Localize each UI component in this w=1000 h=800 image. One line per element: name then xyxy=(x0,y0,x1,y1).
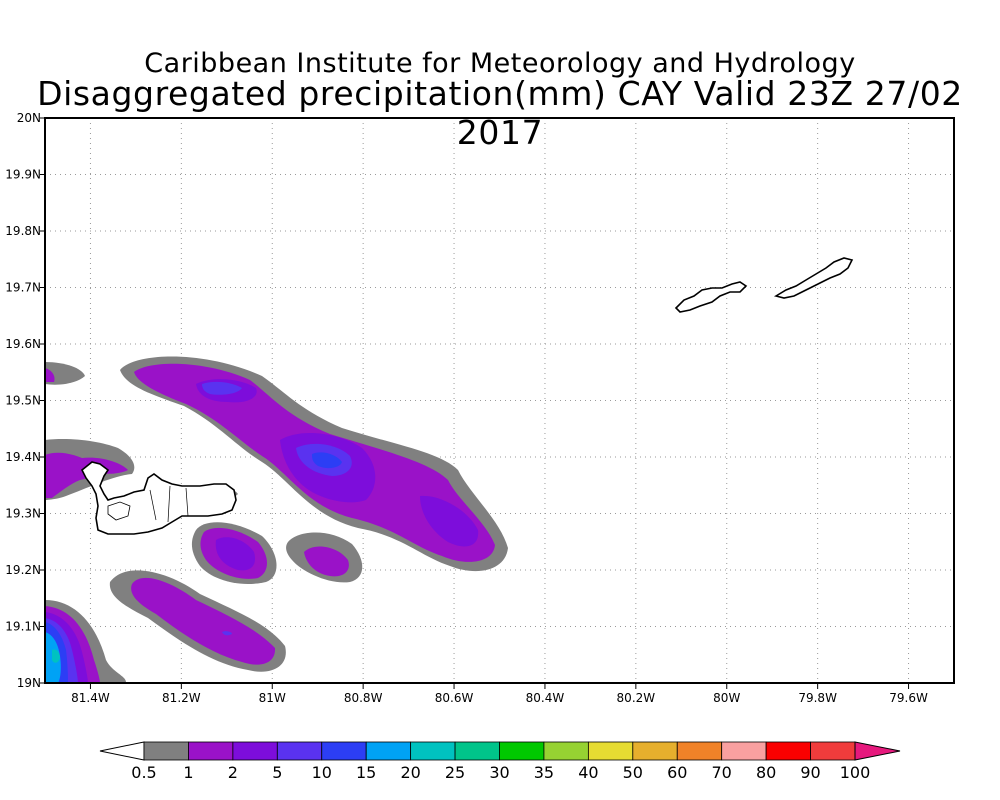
colorbar-label: 80 xyxy=(756,763,776,782)
lon-tick-label: 80.4W xyxy=(526,691,565,705)
lat-tick-label: 19.6N xyxy=(5,337,41,351)
colorbar-label: 35 xyxy=(534,763,554,782)
lat-tick-label: 19.9N xyxy=(5,168,41,182)
lat-tick-label: 19.3N xyxy=(5,507,41,521)
colorbar-label: 5 xyxy=(272,763,282,782)
lat-tick-label: 19.2N xyxy=(5,563,41,577)
lat-tick-label: 19N xyxy=(17,676,41,690)
colorbar-swatch xyxy=(276,741,323,761)
lat-tick-label: 19.1N xyxy=(5,620,41,634)
colorbar-over-arrow xyxy=(854,741,901,761)
colorbar-label: 2 xyxy=(228,763,238,782)
colorbar-swatch xyxy=(721,741,767,761)
colorbar-label: 30 xyxy=(489,763,509,782)
lon-tick-label: 81.2W xyxy=(162,691,201,705)
colorbar-swatch xyxy=(499,741,545,761)
colorbar-swatch xyxy=(410,741,456,761)
colorbar-under-arrow xyxy=(99,741,145,761)
precip-region-west-edge-core xyxy=(45,368,55,382)
colorbar-swatch xyxy=(587,741,634,761)
colorbar-label: 25 xyxy=(445,763,465,782)
colorbar-swatch xyxy=(321,741,367,761)
colorbar-label: 15 xyxy=(356,763,376,782)
lon-tick-label: 80.6W xyxy=(435,691,474,705)
lat-tick-label: 20N xyxy=(17,111,41,125)
colorbar-swatch xyxy=(143,741,189,761)
colorbar-swatch xyxy=(632,741,678,761)
lon-tick-label: 81W xyxy=(259,691,286,705)
colorbar-label: 20 xyxy=(400,763,420,782)
colorbar-swatch xyxy=(765,741,811,761)
precip-band-20 xyxy=(52,649,60,663)
colorbar: 0.5 1 2 5 10 15 20 25 30 35 40 50 60 70 80 90 100 xyxy=(99,741,901,782)
colorbar-label: 40 xyxy=(578,763,598,782)
colorbar-label: 50 xyxy=(623,763,643,782)
lat-tick-label: 19.7N xyxy=(5,281,41,295)
colorbar-label: 70 xyxy=(712,763,732,782)
lat-tick-label: 19.5N xyxy=(5,394,41,408)
grand-cayman-north-sound xyxy=(107,501,131,521)
colorbar-swatch xyxy=(676,741,723,761)
lat-tick-label: 19.4N xyxy=(5,450,41,464)
colorbar-label: 60 xyxy=(667,763,687,782)
lon-tick-label: 79.6W xyxy=(889,691,928,705)
grand-cayman-island xyxy=(80,461,237,535)
precip-region-south-center-core xyxy=(304,546,349,577)
colorbar-label: 0.5 xyxy=(131,763,156,782)
colorbar-swatch xyxy=(454,741,500,761)
lat-tick-label: 19.8N xyxy=(5,224,41,238)
colorbar-label: 10 xyxy=(312,763,332,782)
colorbar-label: 1 xyxy=(183,763,193,782)
precip-region-east-band-inner xyxy=(420,495,479,547)
colorbar-swatch xyxy=(365,741,412,761)
chart-title-institute: Caribbean Institute for Meteorology and … xyxy=(144,48,856,79)
precip-region-west-edge-top xyxy=(45,362,85,385)
precip-region-southwest-dot xyxy=(222,631,232,636)
coastlines xyxy=(80,257,854,535)
chart-title-product: Disaggregated precipitation(mm) CAY Vali… xyxy=(37,74,963,152)
colorbar-swatch xyxy=(232,741,278,761)
colorbar-swatch xyxy=(188,741,234,761)
cayman-brac-island xyxy=(773,257,854,299)
precip-region-main-band-max xyxy=(312,452,342,469)
little-cayman-island xyxy=(674,281,748,313)
colorbar-swatch xyxy=(543,741,589,761)
lon-tick-label: 81.4W xyxy=(71,691,110,705)
precip-region-southwest-band-core xyxy=(131,577,276,665)
colorbar-label: 90 xyxy=(800,763,820,782)
precip-region-south-island-inner xyxy=(215,537,256,571)
colorbar-label: 100 xyxy=(840,763,871,782)
district-boundary-1 xyxy=(149,485,189,523)
lon-tick-label: 80W xyxy=(713,691,740,705)
precip-region-sw-corner-peak-cyan xyxy=(52,649,60,663)
precip-region-north-blob-peak xyxy=(202,381,242,395)
lon-tick-label: 80.8W xyxy=(344,691,383,705)
lon-tick-label: 80.2W xyxy=(617,691,656,705)
colorbar-swatch xyxy=(810,741,856,761)
axis-ticks: 81.4W 81.2W 81W 80.8W 80.6W 80.4W 80.2W 80W 79.8… xyxy=(5,111,928,705)
lon-tick-label: 79.8W xyxy=(798,691,837,705)
